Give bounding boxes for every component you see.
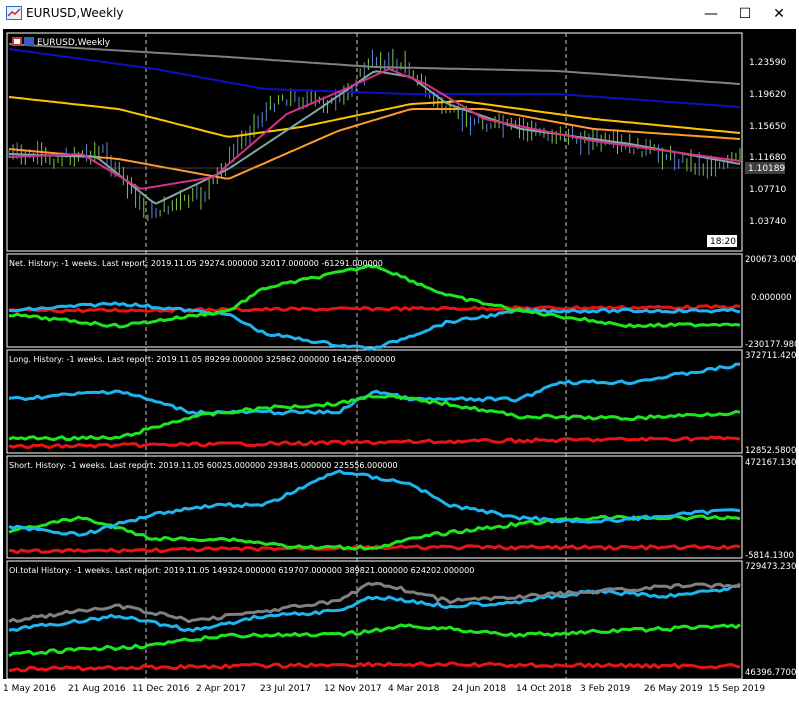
time-axis-label: 26 May 2019	[644, 684, 703, 694]
net-mid-value: 0.000000	[751, 293, 792, 303]
net-panel-label: Net. History: -1 weeks. Last report: 201…	[9, 259, 383, 268]
long-blue-line	[8, 362, 741, 416]
time-axis-label: 3 Feb 2019	[580, 684, 631, 694]
time-axis-label: 1 May 2016	[3, 684, 56, 694]
price-tick: 1.15650	[749, 122, 786, 132]
time-axis-label: 2 Apr 2017	[196, 684, 246, 694]
long-panel-label: Long. History: -1 weeks. Last report: 20…	[9, 355, 395, 364]
time-badge	[707, 235, 737, 247]
oi-top-value: 729473.230	[745, 562, 796, 572]
short-panel-label: Short. History: -1 weeks. Last report: 2…	[9, 461, 398, 470]
time-axis-label: 12 Nov 2017	[324, 684, 382, 694]
short-green-line	[8, 514, 741, 551]
short-top-value: 472167.130	[745, 458, 796, 468]
long-panel-frame	[6, 349, 743, 454]
oi-gray-line	[8, 581, 741, 624]
window-title-bar: EURUSD,Weekly — ☐ ✕	[0, 0, 799, 29]
ma-yellow-line	[8, 96, 741, 138]
time-axis-label: 21 Aug 2016	[68, 684, 126, 694]
long-bottom-value: 12852.5800	[745, 446, 796, 456]
price-tick: 1.07710	[749, 185, 786, 195]
oi-panel-label: OI.total History: -1 weeks. Last report:…	[9, 566, 474, 575]
short-blue-line	[8, 469, 741, 537]
chart-canvas[interactable]: EURUSD,Weekly 1.23590 1.19620 1.15650 1.…	[3, 29, 796, 679]
long-top-value: 372711.420	[745, 351, 796, 361]
oi-bottom-value: 46396.7700	[745, 668, 796, 678]
price-tick: 1.03740	[749, 217, 786, 227]
price-tick: 1.23590	[749, 58, 786, 68]
oi-total-history-panel	[8, 581, 741, 673]
ma-orange-line	[8, 108, 741, 180]
time-axis-label: 4 Mar 2018	[388, 684, 440, 694]
oi-red-line	[8, 661, 741, 673]
time-badge-label: 18:20	[710, 237, 736, 247]
time-axis-label: 11 Dec 2016	[132, 684, 190, 694]
ma-teal-line	[8, 70, 741, 205]
net-top-value: 200673.000	[745, 255, 796, 265]
net-green-line	[8, 264, 741, 329]
ma-blue-line	[8, 48, 741, 108]
close-button[interactable]: ✕	[773, 6, 785, 22]
short-bottom-value: -5814.1300	[745, 551, 794, 561]
minimize-button[interactable]: —	[704, 6, 718, 22]
short-panel-frame	[6, 455, 743, 559]
ma-pink-line	[8, 68, 741, 190]
net-red-line	[8, 304, 741, 314]
main-panel-frame	[6, 32, 743, 252]
time-axis-label: 23 Jul 2017	[260, 684, 311, 694]
symbol-flag-icon	[12, 37, 34, 46]
price-chart	[8, 43, 741, 222]
long-history-panel	[8, 362, 741, 449]
time-axis-label: 24 Jun 2018	[452, 684, 506, 694]
chart-svg[interactable]: EURUSD,Weekly 1.23590 1.19620 1.15650 1.…	[3, 29, 796, 679]
net-blue-line	[8, 301, 741, 351]
time-axis-label: 15 Sep 2019	[708, 684, 765, 694]
oi-blue-line	[8, 584, 741, 633]
window-title: EURUSD,Weekly	[26, 6, 124, 20]
symbol-label: EURUSD,Weekly	[37, 38, 111, 48]
oi-panel-frame	[6, 560, 743, 679]
time-axis-label: 14 Oct 2018	[516, 684, 572, 694]
price-tick: 1.11680	[749, 153, 786, 163]
long-green-line	[8, 393, 741, 442]
long-red-line	[8, 435, 741, 449]
price-tick: 1.19620	[749, 90, 786, 100]
oi-green-line	[8, 623, 741, 658]
chart-window-icon	[6, 6, 22, 20]
maximize-button[interactable]: ☐	[738, 6, 752, 22]
net-bottom-value: -230177.980	[745, 340, 796, 350]
net-history-panel	[8, 264, 741, 351]
current-price-label: 1.10189	[748, 164, 785, 174]
current-price-badge	[745, 162, 785, 174]
ma-gray-line	[8, 43, 741, 85]
short-history-panel	[8, 469, 741, 555]
time-axis: 1 May 2016 21 Aug 2016 11 Dec 2016 2 Apr 20…	[0, 679, 799, 701]
period-separators	[145, 33, 567, 679]
